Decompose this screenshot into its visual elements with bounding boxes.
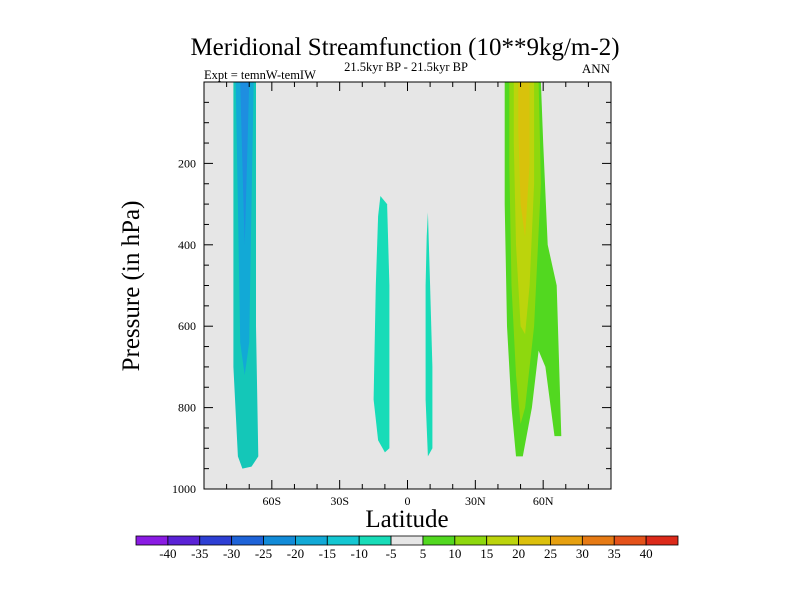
colorbar-label: -20 <box>287 546 304 561</box>
y-axis-ticks: 200 400 600 800 1000 <box>172 156 611 496</box>
minor-ticks <box>204 82 611 489</box>
y-axis-label: Pressure (in hPa) <box>118 201 145 372</box>
colorbar-label: 10 <box>448 546 461 561</box>
colorbar-label: 40 <box>640 546 653 561</box>
colorbar-swatch <box>486 535 519 546</box>
colorbar-swatch <box>167 535 201 546</box>
colorbar: -40 -35 -30 -25 -20 -15 -10 -5 5 10 15 20 25 30 35 40 <box>135 535 679 561</box>
left-label: Expt = temnW-temIW <box>204 68 316 82</box>
x-tick-label: 60N <box>533 494 554 508</box>
colorbar-swatch <box>231 535 264 546</box>
colorbar-label: 30 <box>576 546 589 561</box>
y-tick-label: 800 <box>178 401 196 415</box>
contour-region-tropics-north-cell <box>425 212 433 457</box>
colorbar-swatch <box>326 535 360 546</box>
colorbar-label: 5 <box>420 546 427 561</box>
contour-region-nh-cell-center <box>518 82 530 237</box>
x-tick-label: 30S <box>330 494 349 508</box>
colorbar-label: 35 <box>608 546 621 561</box>
colorbar-swatch <box>518 535 551 546</box>
colorbar-swatch <box>358 535 392 546</box>
colorbar-swatch <box>645 535 679 546</box>
contour-regions <box>233 82 562 469</box>
colorbar-swatch <box>135 535 169 546</box>
colorbar-label: 25 <box>544 546 557 561</box>
y-tick-label: 200 <box>178 156 196 170</box>
right-label: ANN <box>582 61 611 76</box>
colorbar-swatch <box>263 535 296 546</box>
x-tick-label: 30N <box>465 494 486 508</box>
colorbar-swatch <box>295 535 328 546</box>
contour-region-sh-polar-cell-center <box>240 82 250 245</box>
colorbar-swatch <box>454 535 488 546</box>
colorbar-swatch <box>422 535 456 546</box>
colorbar-label: -35 <box>191 546 208 561</box>
colorbar-label: 20 <box>512 546 525 561</box>
x-axis-ticks: 60S 30S 0 30N 60N <box>262 82 554 508</box>
y-tick-label: 1000 <box>172 482 196 496</box>
y-tick-label: 400 <box>178 238 196 252</box>
colorbar-label: -5 <box>386 546 397 561</box>
colorbar-swatch <box>390 535 424 546</box>
x-axis-label: Latitude <box>365 506 448 533</box>
colorbar-swatch <box>613 535 647 546</box>
colorbar-swatch <box>581 535 615 546</box>
center-label: 21.5kyr BP - 21.5kyr BP <box>344 60 468 74</box>
chart-title: Meridional Streamfunction (10**9kg/m-2) <box>190 34 619 61</box>
colorbar-swatch <box>550 535 583 546</box>
colorbar-label: -25 <box>255 546 272 561</box>
colorbar-label: 15 <box>480 546 493 561</box>
colorbar-swatch <box>199 535 233 546</box>
y-tick-label: 600 <box>178 319 196 333</box>
colorbar-label: -40 <box>159 546 176 561</box>
x-tick-label: 0 <box>405 494 411 508</box>
colorbar-label: -15 <box>319 546 336 561</box>
contour-region-tropics-south-cell <box>373 196 390 453</box>
x-tick-label: 60S <box>262 494 281 508</box>
colorbar-label: -30 <box>223 546 240 561</box>
colorbar-label: -10 <box>351 546 368 561</box>
